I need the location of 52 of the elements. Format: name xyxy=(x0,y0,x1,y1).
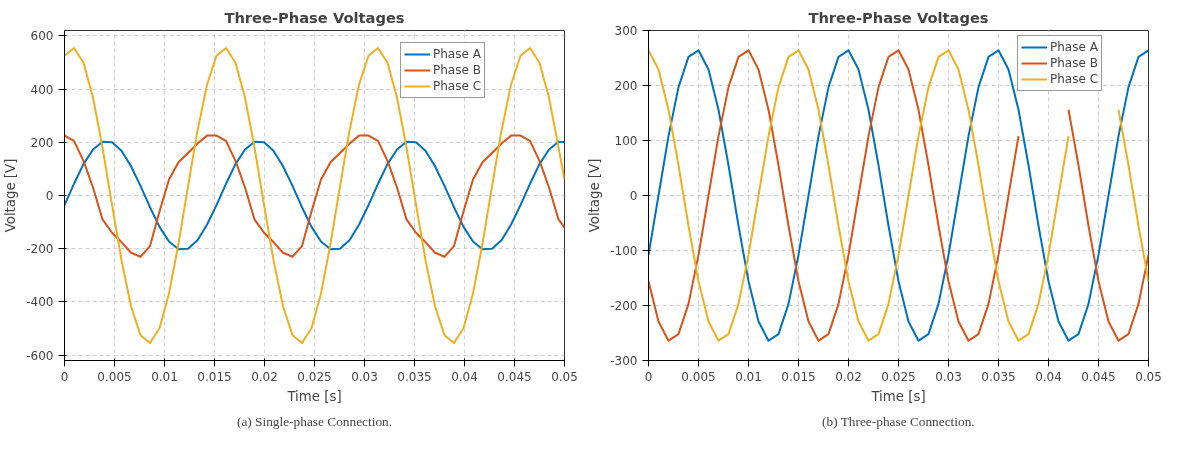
y-tick-label: -100 xyxy=(610,244,638,258)
x-tick-label: 0.005 xyxy=(97,369,132,384)
x-tick-label: 0.01 xyxy=(151,369,178,384)
y-axis-title: Voltage [V] xyxy=(587,158,603,233)
x-tick-label: 0.045 xyxy=(1081,369,1116,384)
y-tick-label: -600 xyxy=(26,348,54,363)
x-tick-label: 0.04 xyxy=(451,369,478,384)
text: (a) Single-phase Connection. xyxy=(236,413,393,429)
legend-label: Phase B xyxy=(1050,55,1098,71)
x-tick-label: 0.045 xyxy=(497,369,532,384)
x-tick-label: 0.02 xyxy=(251,369,278,384)
legend-label: Phase A xyxy=(433,46,481,62)
y-tick-label: -200 xyxy=(26,242,54,257)
x-tick-label: 0.01 xyxy=(735,369,762,384)
y-tick-label: 400 xyxy=(30,82,54,97)
x-tick-label: 0 xyxy=(644,369,653,384)
x-tick-label: 0.04 xyxy=(1035,369,1062,384)
x-tick-label: 0.025 xyxy=(881,369,916,384)
x-tick-label: 0.005 xyxy=(681,369,716,384)
y-tick-label: 100 xyxy=(614,134,638,148)
x-tick-label: 0.015 xyxy=(781,369,816,384)
x-axis-title: Time [s] xyxy=(286,388,342,404)
line-series xyxy=(64,47,565,344)
y-tick-label: 300 xyxy=(614,24,638,38)
x-tick-label: 0.03 xyxy=(351,369,378,384)
x-tick-label: 0.03 xyxy=(935,369,962,384)
y-tick-label: 600 xyxy=(30,29,54,44)
legend-label: Phase A xyxy=(1050,39,1098,55)
legend-label: Phase C xyxy=(1050,71,1099,87)
y-tick-label: -300 xyxy=(610,354,638,368)
x-axis-title: Time [s] xyxy=(870,388,926,404)
y-axis-title: Voltage [V] xyxy=(3,158,19,233)
line-series xyxy=(648,49,1149,342)
y-tick-label: -400 xyxy=(26,295,54,310)
x-tick-label: 0.035 xyxy=(981,369,1016,384)
legend-label: Phase B xyxy=(433,62,481,78)
chart-title: Three-Phase Voltages xyxy=(808,8,989,26)
y-tick-label: 0 xyxy=(629,189,638,203)
text: (b) Three-phase Connection. xyxy=(822,413,975,429)
x-tick-label: 0.05 xyxy=(1135,369,1162,384)
legend-label: Phase C xyxy=(433,78,482,94)
y-tick-label: -200 xyxy=(610,299,638,313)
x-tick-label: 0 xyxy=(60,369,69,384)
x-tick-label: 0.025 xyxy=(297,369,332,384)
y-tick-label: 200 xyxy=(614,79,638,93)
y-tick-label: 0 xyxy=(45,189,54,203)
chart-title: Three-Phase Voltages xyxy=(224,8,405,26)
x-tick-label: 0.015 xyxy=(197,369,232,384)
x-tick-label: 0.05 xyxy=(551,369,578,384)
x-tick-label: 0.035 xyxy=(397,369,432,384)
y-tick-label: 200 xyxy=(30,135,54,150)
x-tick-label: 0.02 xyxy=(835,369,862,384)
